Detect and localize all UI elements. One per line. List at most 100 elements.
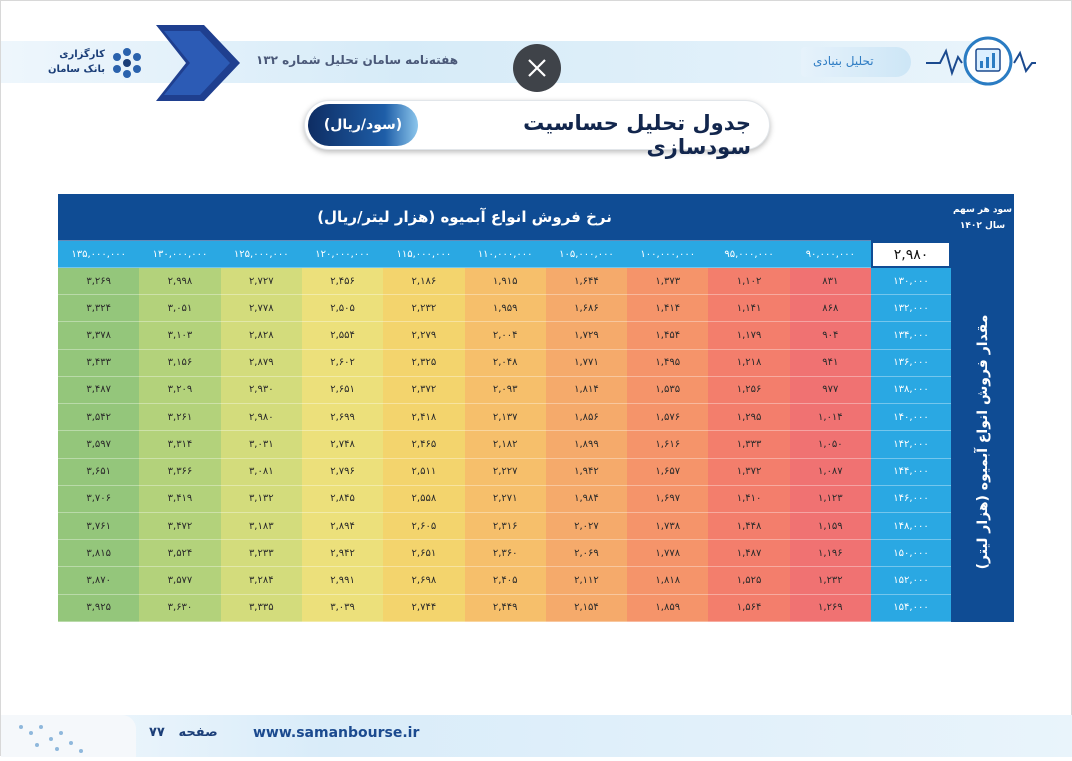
table-cell: ۲,۱۱۲ [545,567,628,595]
table-cell: ۲,۶۰۵ [383,512,465,541]
close-icon [528,59,546,77]
row-header: ۱۴۸,۰۰۰ [871,512,951,541]
table-cell: ۲,۹۸۰ [220,404,302,432]
table-cell: ۳,۰۸۱ [220,458,302,486]
table-cell: ۲,۱۸۶ [383,268,465,296]
row-header: ۱۳۶,۰۰۰ [871,349,951,377]
table-cell: ۲,۸۹۴ [301,512,384,541]
table-cell: ۲,۱۳۷ [464,404,546,432]
table-cell: ۲,۴۰۵ [464,567,546,595]
table-cell: ۱,۶۸۶ [545,295,628,323]
close-button[interactable] [513,44,561,92]
table-cell: ۱,۱۲۳ [789,485,871,513]
table-cell: ۲,۸۲۸ [220,322,302,350]
row-header: ۱۴۰,۰۰۰ [871,404,951,432]
table-cell: ۲,۳۶۰ [464,540,546,568]
table-cell: ۲,۹۴۲ [301,540,384,568]
logo-line: بانک سامان [47,64,105,75]
column-header: ۱۳۰,۰۰۰,۰۰۰ [139,241,221,268]
table-cell: ۱,۴۱۴ [627,295,709,323]
page-value: ۷۷ [149,725,165,740]
table-cell: ۲,۲۲۷ [464,458,546,486]
table-cell: ۱,۱۷۹ [708,322,790,350]
table-cell: ۳,۴۱۹ [139,485,221,513]
table-cell: ۱,۳۷۲ [708,458,790,486]
table-cell: ۱,۷۲۹ [545,322,628,350]
corner-label-line: سود هر سهم [952,205,1013,215]
column-header: ۱۲۵,۰۰۰,۰۰۰ [220,241,302,268]
table-cell: ۲,۹۹۸ [139,268,221,296]
logo-text: کارگزاری بانک سامان [41,47,105,77]
table-cell: ۲,۷۴۸ [301,431,384,459]
table-cell: ۳,۷۶۱ [58,512,140,541]
table-cell: ۲,۲۷۱ [464,485,546,513]
row-header: ۱۳۰,۰۰۰ [871,268,951,296]
table-cell: ۱,۷۷۸ [627,540,709,568]
table-cell: ۱,۸۱۴ [545,376,628,405]
page-number: صفحه ۷۷ [149,725,218,740]
table-cell: ۱,۱۵۹ [789,512,871,541]
table-cell: ۲,۷۹۶ [301,458,384,486]
table-cell: ۳,۳۷۸ [58,322,140,350]
table-cell: ۱,۶۴۴ [545,268,628,296]
table-cell: ۲,۰۰۴ [464,322,546,350]
table-cell: ۳,۳۱۴ [139,431,221,459]
table-cell: ۳,۴۸۷ [58,376,140,405]
table-cell: ۲,۵۵۸ [383,485,465,513]
table-cell: ۳,۰۳۱ [220,431,302,459]
column-header: ۱۱۰,۰۰۰,۰۰۰ [464,241,546,268]
table-cell: ۱,۰۱۴ [789,404,871,432]
table-cell: ۸۳۱ [789,268,871,296]
website-url[interactable]: www.samanbourse.ir [253,725,420,741]
table-cell: ۲,۳۲۵ [383,349,465,377]
table-cell: ۳,۸۱۵ [58,540,140,568]
column-header: ۹۵,۰۰۰,۰۰۰ [708,241,790,268]
table-cell: ۲,۶۰۲ [301,349,384,377]
table-cell: ۳,۱۳۲ [220,485,302,513]
table-cell: ۱,۵۶۴ [708,594,790,622]
column-header: ۱۳۵,۰۰۰,۰۰۰ [58,241,140,268]
footer-dots [19,725,83,753]
table-cell: ۱,۵۳۵ [627,376,709,405]
section-tab [801,47,911,77]
table-cell: ۱,۳۳۳ [708,431,790,459]
row-header: ۱۵۴,۰۰۰ [871,594,951,622]
table-cell: ۸۶۸ [789,295,871,323]
corner-label: سود هر سهم سال ۱۴۰۲ [951,202,1014,234]
table-cell: ۱,۰۸۷ [789,458,871,486]
row-header: ۱۴۶,۰۰۰ [871,485,951,513]
table-cell: ۳,۰۵۱ [139,295,221,323]
section-name: تحلیل بنیادی [813,54,874,68]
table-cell: ۳,۰۳۹ [301,594,384,622]
table-cell: ۲,۹۳۰ [220,376,302,405]
table-cell: ۳,۵۴۲ [58,404,140,432]
table-cell: ۲,۴۱۸ [383,404,465,432]
table-cell: ۲,۵۱۱ [383,458,465,486]
table-cell: ۱,۲۹۵ [708,404,790,432]
table-cell: ۲,۴۵۶ [301,268,384,296]
table-cell: ۱,۸۹۹ [545,431,628,459]
table-cell: ۳,۵۲۴ [139,540,221,568]
column-header: ۹۰,۰۰۰,۰۰۰ [789,241,871,268]
table-cell: ۲,۲۷۹ [383,322,465,350]
table-cell: ۱,۹۴۲ [545,458,628,486]
table-cell: ۱,۴۴۸ [708,512,790,541]
table-cell: ۱,۹۸۴ [545,485,628,513]
table-cell: ۳,۳۲۴ [58,295,140,323]
row-header: ۱۵۰,۰۰۰ [871,540,951,568]
table-cell: ۱,۲۵۶ [708,376,790,405]
table-cell: ۱,۷۷۱ [545,349,628,377]
table-cell: ۳,۲۶۹ [58,268,140,296]
table-cell: ۱,۲۱۸ [708,349,790,377]
row-header: ۱۴۲,۰۰۰ [871,431,951,459]
table-cell: ۲,۰۶۹ [545,540,628,568]
corner-label-line: سال ۱۴۰۲ [959,221,1006,231]
table-cell: ۲,۰۹۳ [464,376,546,405]
table-cell: ۲,۷۷۸ [220,295,302,323]
table-cell: ۳,۶۳۰ [139,594,221,622]
column-header: ۱۱۵,۰۰۰,۰۰۰ [383,241,465,268]
table-cell: ۱,۴۸۷ [708,540,790,568]
table-cell: ۲,۴۴۹ [464,594,546,622]
table-cell: ۲,۶۵۱ [383,540,465,568]
